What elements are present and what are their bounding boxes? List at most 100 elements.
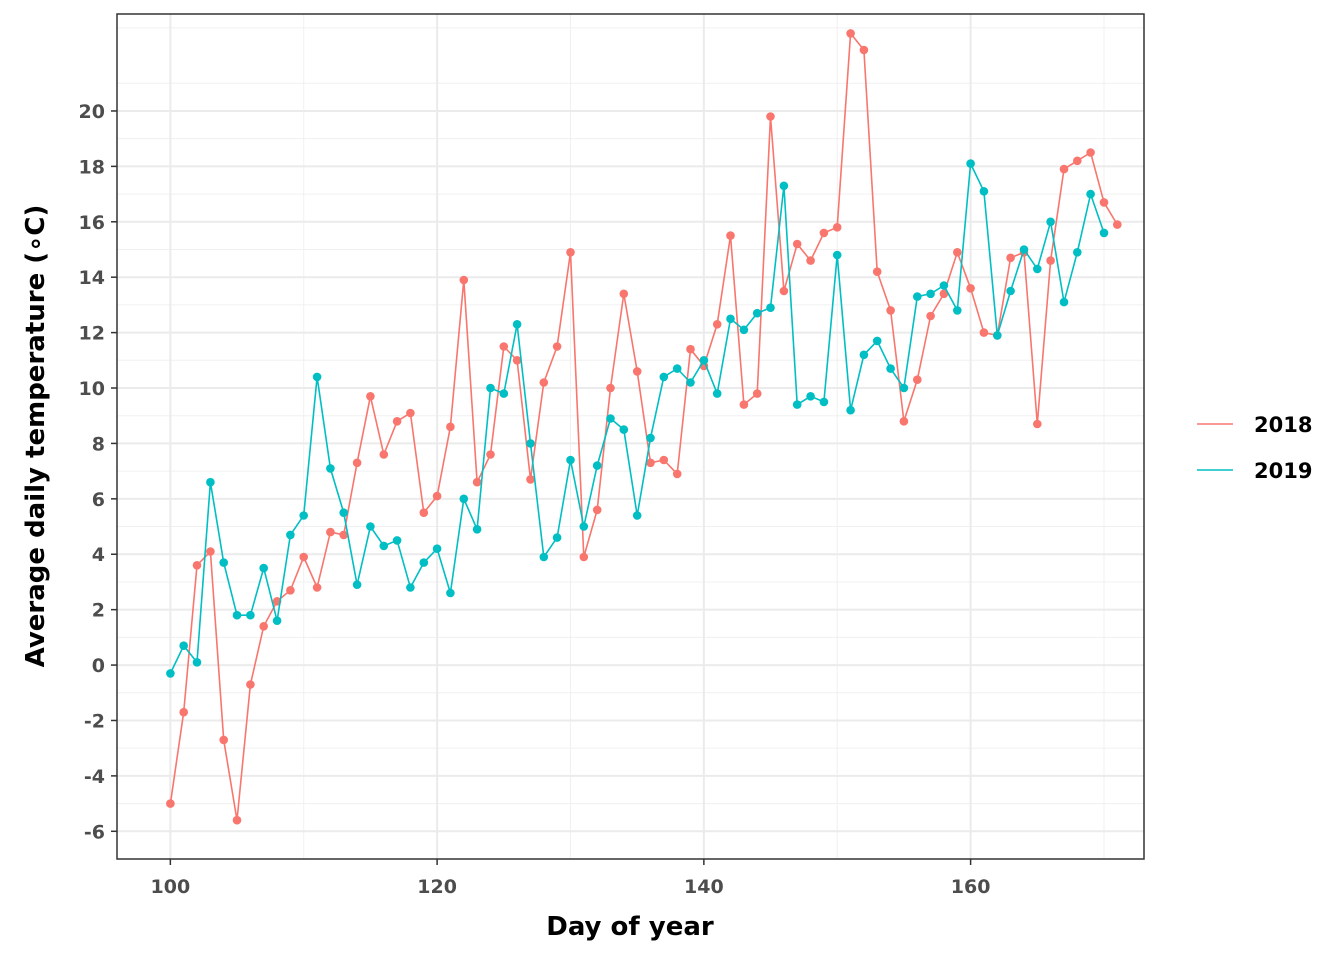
data-point-2018 <box>899 417 909 426</box>
data-point-2019 <box>1073 248 1082 257</box>
data-point-2018 <box>526 475 535 484</box>
data-point-2019 <box>1006 286 1015 296</box>
data-point-2019 <box>913 292 922 301</box>
legend-item-2018: 2018 <box>1197 413 1312 437</box>
data-point-2019 <box>592 461 602 470</box>
data-point-2019 <box>1086 189 1095 199</box>
data-point-2018 <box>592 505 602 515</box>
data-point-2018 <box>632 367 642 376</box>
data-point-2018 <box>1073 156 1082 166</box>
data-point-2019 <box>859 350 869 360</box>
data-point-2019 <box>926 289 935 299</box>
data-point-2019 <box>1099 228 1109 238</box>
data-point-2018 <box>1099 198 1109 207</box>
data-point-2019 <box>686 378 695 387</box>
data-point-2019 <box>606 414 615 423</box>
data-point-2019 <box>179 641 188 650</box>
data-point-2019 <box>339 508 349 517</box>
data-point-2019 <box>846 405 855 415</box>
data-point-2019 <box>739 325 749 335</box>
y-axis-title: Average daily temperature (∘C) <box>21 205 51 668</box>
data-point-2018 <box>1046 256 1055 265</box>
data-point-2019 <box>166 669 175 678</box>
data-point-2018 <box>953 248 962 257</box>
series-layer <box>166 29 1122 825</box>
data-point-2018 <box>966 284 975 293</box>
data-point-2018 <box>846 29 855 38</box>
x-tick-label: 100 <box>151 876 191 898</box>
data-point-2018 <box>792 239 802 249</box>
data-point-2019 <box>886 364 895 373</box>
data-point-2018 <box>926 311 935 321</box>
data-point-2018 <box>206 547 215 556</box>
y-tick-label: 2 <box>92 600 105 622</box>
series-line-2018 <box>169 31 1118 821</box>
data-point-2018 <box>1059 164 1069 174</box>
data-point-2018 <box>446 422 455 432</box>
data-point-2018 <box>366 392 375 401</box>
y-tick-label: -4 <box>84 766 105 788</box>
data-point-2019 <box>526 439 535 448</box>
data-point-2019 <box>672 364 682 373</box>
data-point-2018 <box>832 223 842 232</box>
data-point-2018 <box>686 344 695 354</box>
data-point-2018 <box>1113 220 1122 229</box>
y-tick-label: 6 <box>92 489 105 511</box>
data-point-2019 <box>512 320 522 329</box>
data-point-2019 <box>232 610 242 620</box>
data-point-2019 <box>646 433 655 443</box>
data-point-2018 <box>726 231 735 240</box>
data-point-2018 <box>752 389 762 398</box>
data-point-2018 <box>1033 419 1042 429</box>
data-point-2018 <box>579 552 589 562</box>
y-tick-labels: -6 -4 -2 0 2 4 6 8 10 12 14 16 18 20 <box>79 101 105 843</box>
data-point-2019 <box>272 616 282 625</box>
y-tick-label: -6 <box>84 821 105 843</box>
data-point-2018 <box>646 458 655 468</box>
data-point-2019 <box>539 552 549 562</box>
data-point-2019 <box>299 511 309 520</box>
data-point-2019 <box>899 383 909 393</box>
data-point-2018 <box>166 799 175 808</box>
data-point-2019 <box>979 187 989 196</box>
y-tick-label: 4 <box>92 544 105 566</box>
data-point-2018 <box>352 458 362 468</box>
data-point-2018 <box>192 561 202 570</box>
data-point-2019 <box>1046 217 1055 227</box>
plot-panel-background <box>117 14 1144 859</box>
data-point-2018 <box>552 342 562 351</box>
data-point-2019 <box>632 511 642 520</box>
data-point-2019 <box>219 558 228 567</box>
data-point-2018 <box>246 680 255 689</box>
series-2019 <box>166 159 1109 678</box>
data-point-2018 <box>886 306 895 315</box>
data-point-2019 <box>872 336 882 346</box>
data-point-2019 <box>392 536 402 545</box>
data-point-2019 <box>379 541 389 551</box>
data-point-2018 <box>326 527 335 537</box>
series-2018 <box>166 29 1122 825</box>
data-point-2019 <box>659 372 669 382</box>
data-point-2019 <box>939 281 949 290</box>
data-point-2018 <box>739 400 749 409</box>
y-tick-label: 14 <box>79 267 105 289</box>
data-point-2018 <box>459 275 469 285</box>
data-point-2018 <box>806 256 815 265</box>
data-point-2019 <box>1019 245 1029 254</box>
data-point-2018 <box>339 530 349 540</box>
data-point-2018 <box>659 455 669 465</box>
data-point-2019 <box>806 392 815 401</box>
data-point-2019 <box>966 159 975 168</box>
data-point-2018 <box>872 267 882 277</box>
data-point-2018 <box>486 450 495 459</box>
data-point-2018 <box>406 408 415 418</box>
data-point-2019 <box>286 530 295 540</box>
data-point-2018 <box>499 342 509 351</box>
data-point-2018 <box>312 583 322 592</box>
legend-item-2019: 2019 <box>1197 459 1312 483</box>
data-point-2018 <box>179 707 188 717</box>
data-point-2019 <box>499 389 509 398</box>
data-point-2019 <box>326 464 335 473</box>
data-point-2019 <box>792 400 802 409</box>
data-point-2019 <box>259 563 269 573</box>
